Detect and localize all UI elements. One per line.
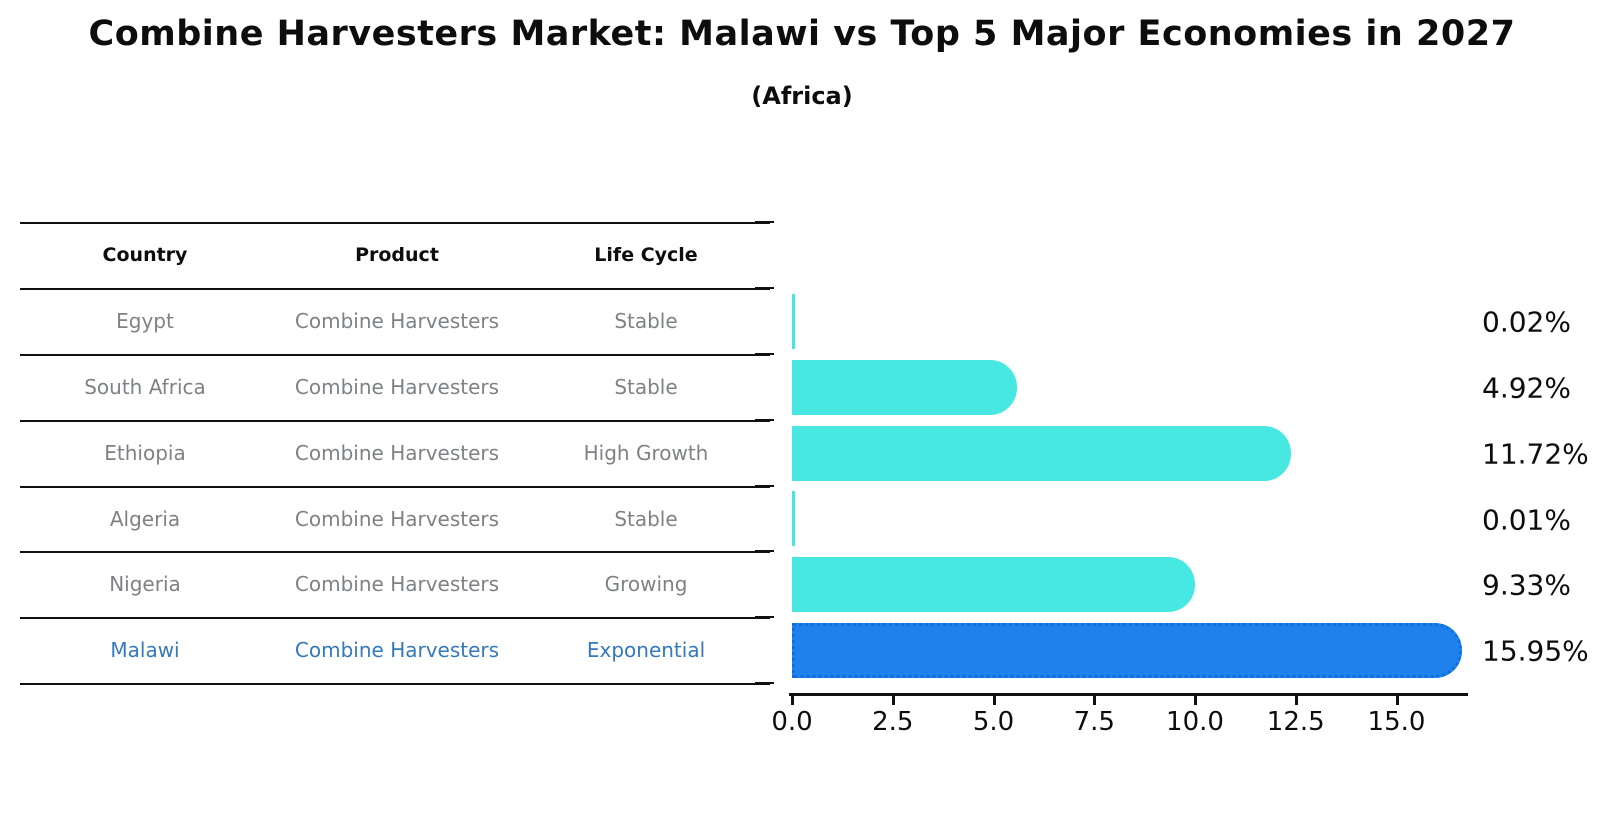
y-axis-tick — [755, 485, 774, 487]
bar-value-label: 0.01% — [1482, 503, 1571, 536]
x-axis-line — [789, 693, 1468, 696]
x-axis-tick — [1294, 696, 1298, 705]
table-cell-life-cycle: Stable — [614, 506, 678, 531]
table-cell-country: Malawi — [110, 638, 180, 662]
x-axis-tick — [1194, 696, 1197, 705]
y-axis-tick — [755, 550, 774, 552]
y-axis-tick — [755, 353, 774, 355]
table-cell-product: Combine Harvesters — [294, 638, 500, 662]
bar-value-label: 0.02% — [1482, 305, 1571, 339]
table-cell-country: Egypt — [116, 309, 174, 333]
table-cell-product: Combine Harvesters — [294, 506, 500, 531]
x-axis-tick-label: 15.0 — [1367, 707, 1426, 737]
y-axis-tick — [755, 682, 774, 684]
table-header-country: Country — [102, 244, 188, 266]
x-axis-tick — [891, 696, 895, 705]
x-axis-tick-label: 10.0 — [1166, 707, 1224, 737]
table-cell-country: Algeria — [109, 506, 181, 531]
bar-ethiopia — [792, 425, 1292, 481]
bar-malawi — [792, 622, 1462, 678]
page-title: Combine Harvesters Market: Malawi vs Top… — [88, 14, 1516, 54]
table-cell-product: Combine Harvesters — [294, 309, 500, 333]
table-grid-line — [20, 617, 770, 619]
table-cell-product: Combine Harvesters — [294, 441, 500, 465]
table-grid-line — [20, 683, 770, 685]
x-axis-tick-label: 0.0 — [771, 707, 813, 737]
table-grid-line — [20, 486, 770, 488]
bar-algeria — [792, 491, 795, 546]
table-grid-line — [20, 420, 770, 422]
y-axis-tick — [755, 287, 774, 289]
x-axis-tick-label: 2.5 — [872, 707, 914, 737]
table-grid-line — [20, 551, 770, 553]
x-axis-tick-label: 7.5 — [1073, 707, 1115, 737]
x-axis-tick — [1093, 696, 1097, 705]
table-cell-country: South Africa — [84, 375, 206, 399]
page-subtitle: (Africa) — [751, 82, 853, 110]
table-cell-product: Combine Harvesters — [294, 572, 500, 596]
x-axis-tick-label: 5.0 — [972, 707, 1015, 737]
bar-value-label: 4.92% — [1482, 371, 1571, 405]
table-cell-country: Nigeria — [109, 572, 181, 596]
y-axis-tick — [755, 221, 774, 223]
x-axis-tick — [992, 696, 996, 705]
table-cell-life-cycle: High Growth — [583, 441, 709, 465]
table-header-product: Product — [355, 244, 439, 266]
table-cell-life-cycle: Stable — [614, 309, 678, 333]
bar-nigeria — [792, 556, 1195, 612]
table-cell-product: Combine Harvesters — [294, 375, 500, 399]
x-axis-tick — [1395, 696, 1399, 705]
bar-south-africa — [792, 359, 1018, 415]
bar-value-label: 11.72% — [1482, 437, 1589, 471]
table-cell-life-cycle: Stable — [614, 375, 678, 399]
bar-egypt — [792, 293, 795, 349]
x-axis-tick-label: 12.5 — [1266, 707, 1325, 737]
x-axis-tick — [791, 696, 794, 705]
y-axis-tick — [755, 419, 774, 421]
bar-value-label: 15.95% — [1482, 634, 1589, 668]
table-cell-country: Ethiopia — [104, 441, 186, 465]
table-grid-line — [20, 288, 770, 290]
y-axis-tick — [755, 616, 774, 618]
table-cell-life-cycle: Exponential — [586, 638, 706, 662]
bar-value-label: 9.33% — [1482, 568, 1571, 602]
table-grid-line — [20, 354, 770, 356]
table-grid-line — [20, 222, 770, 224]
table-header-life-cycle: Life Cycle — [594, 244, 698, 266]
table-cell-life-cycle: Growing — [604, 572, 688, 596]
